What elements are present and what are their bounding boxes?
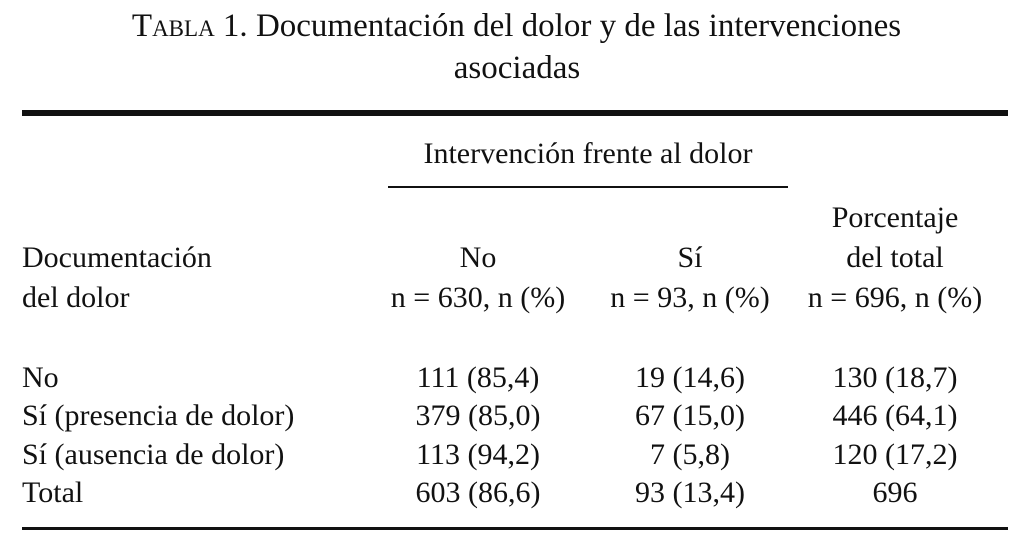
row-header: del dolor	[22, 281, 130, 314]
column-n: n = 696, n (%)	[807, 281, 983, 314]
table-title-line1: Documentación del dolor y de las interve…	[255, 8, 902, 44]
row-label: Sí (ausencia de dolor)	[22, 438, 285, 471]
bottom-rule	[22, 527, 1008, 530]
cell: 696	[872, 476, 918, 509]
cell: 93 (13,4)	[635, 476, 745, 509]
row-label: No	[22, 361, 59, 394]
column-n: n = 630, n (%)	[390, 281, 566, 314]
cell: 67 (15,0)	[635, 399, 745, 432]
top-rule	[22, 110, 1008, 116]
group-rule	[388, 186, 788, 188]
cell: 603 (86,6)	[415, 476, 541, 509]
cell: 113 (94,2)	[416, 438, 540, 471]
column-header: Porcentaje	[831, 201, 959, 234]
table-label: Tabla 1.	[131, 8, 248, 44]
row-header: Documentación	[22, 241, 212, 274]
cell: 379 (85,0)	[415, 399, 541, 432]
cell: 19 (14,6)	[635, 361, 745, 394]
cell: 7 (5,8)	[650, 438, 730, 471]
column-header: del total	[846, 241, 944, 274]
cell: 120 (17,2)	[832, 438, 958, 471]
group-header: Intervención frente al dolor	[423, 137, 753, 170]
column-header: No	[459, 241, 497, 274]
cell: 130 (18,7)	[832, 361, 958, 394]
row-label: Sí (presencia de dolor)	[22, 399, 295, 432]
column-header: Sí	[677, 241, 703, 274]
cell: 446 (64,1)	[832, 399, 958, 432]
row-label: Total	[22, 476, 84, 509]
column-n: n = 93, n (%)	[610, 281, 770, 314]
table-title-line2: asociadas	[453, 50, 581, 86]
table-caption: Tabla 1. Documentación del dolor y de la…	[132, 8, 901, 44]
cell: 111 (85,4)	[416, 361, 540, 394]
